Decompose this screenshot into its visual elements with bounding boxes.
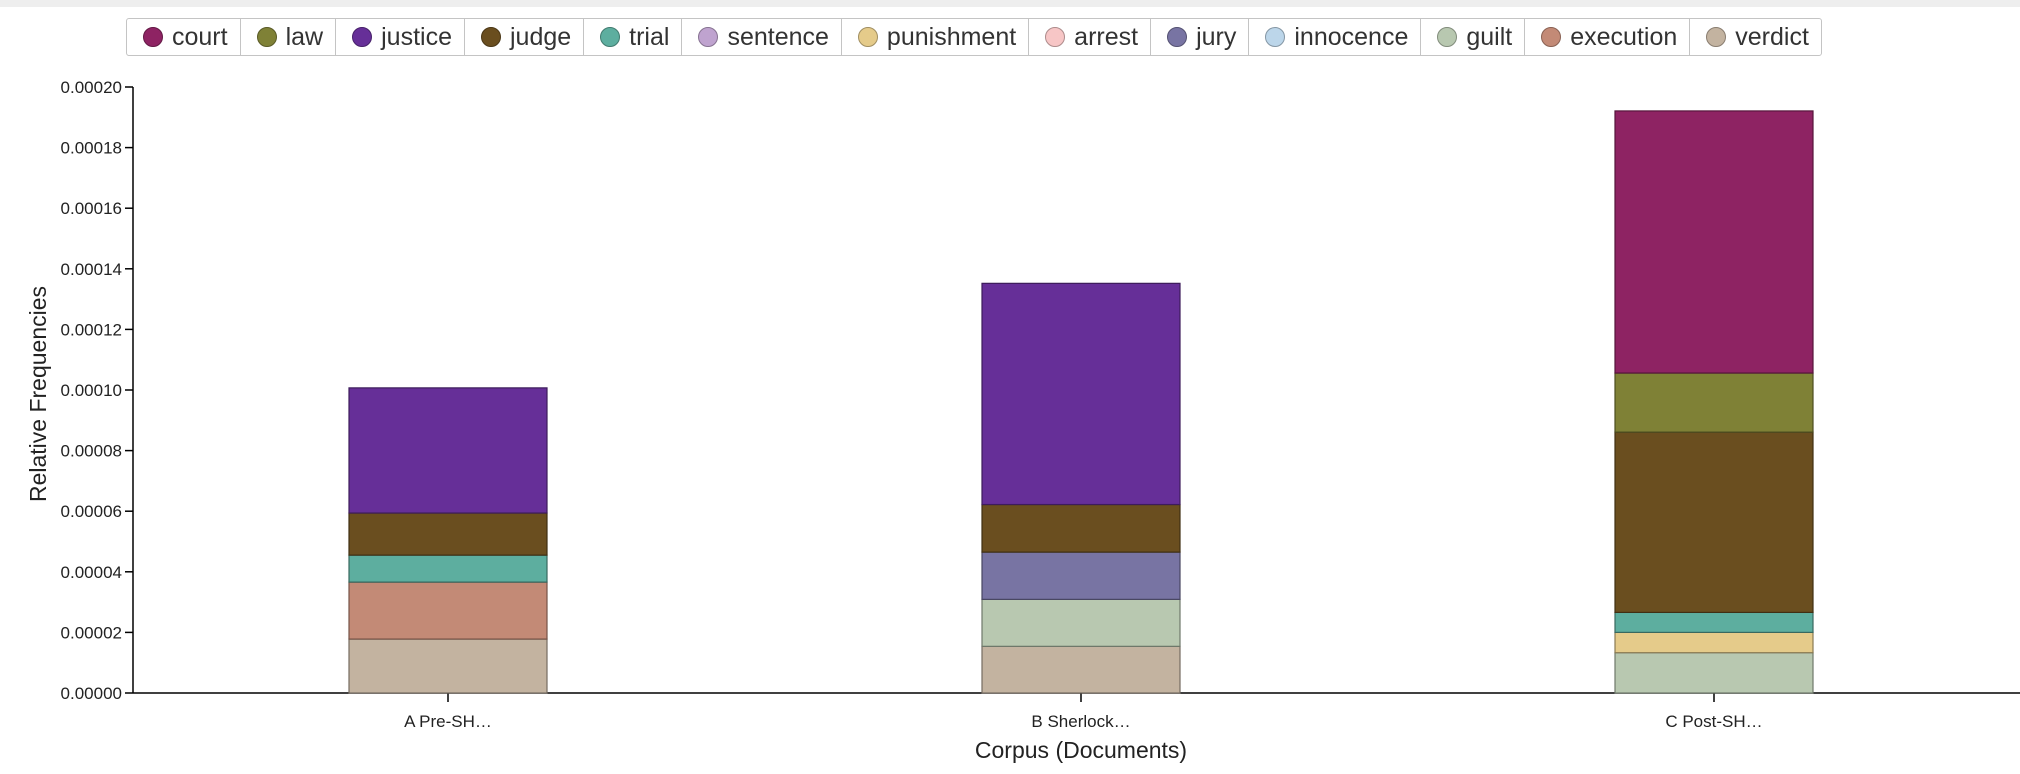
legend-swatch <box>352 27 373 47</box>
legend-item-punishment[interactable]: punishment <box>842 19 1030 55</box>
x-tick-label: B Sherlock… <box>1031 712 1130 731</box>
y-tick-label: 0.00012 <box>61 320 122 339</box>
legend-swatch <box>698 27 719 47</box>
legend-label: law <box>285 22 324 51</box>
legend-item-justice[interactable]: justice <box>336 19 465 55</box>
legend-item-trial[interactable]: trial <box>584 19 683 55</box>
bar-segment-judge[interactable] <box>1614 431 1814 614</box>
legend-label: execution <box>1570 22 1678 51</box>
legend-swatch <box>256 27 277 47</box>
y-axis: 0.00000 0.00002 0.00004 0.00006 0.00008 0.000… <box>61 78 134 703</box>
legend-label: arrest <box>1074 22 1139 51</box>
legend-item-jury[interactable]: jury <box>1151 19 1250 55</box>
y-tick-label: 0.00018 <box>61 139 122 158</box>
bar-segment-judge[interactable] <box>348 512 548 556</box>
legend-swatch <box>1265 27 1286 47</box>
y-axis-title: Relative Frequencies <box>25 286 51 502</box>
legend-swatch <box>600 27 621 47</box>
legend-swatch <box>1045 27 1066 47</box>
bar-segment-jury[interactable] <box>981 551 1181 600</box>
x-axis-title: Corpus (Documents) <box>975 737 1187 763</box>
legend-label: jury <box>1196 22 1237 51</box>
legend-label: court <box>172 22 228 51</box>
bar-segment-justice[interactable] <box>981 282 1181 506</box>
legend-swatch <box>1541 27 1562 47</box>
bar-segment-law[interactable] <box>1614 372 1814 433</box>
bar-segment-judge[interactable] <box>981 503 1181 553</box>
legend-item-law[interactable]: law <box>241 19 337 55</box>
legend-item-verdict[interactable]: verdict <box>1690 19 1821 55</box>
y-tick-label: 0.00006 <box>61 502 122 521</box>
y-tick-label: 0.00002 <box>61 623 122 642</box>
legend-label: verdict <box>1735 22 1809 51</box>
x-tick-label: C Post-SH… <box>1665 712 1762 731</box>
bar-segment-verdict[interactable] <box>981 645 1181 694</box>
y-tick-label: 0.00008 <box>61 442 122 461</box>
y-tick-label: 0.00004 <box>61 563 122 582</box>
legend-item-arrest[interactable]: arrest <box>1029 19 1152 55</box>
legend-label: justice <box>381 22 452 51</box>
bars-group <box>348 110 1814 694</box>
legend-label: trial <box>629 22 670 51</box>
legend-item-execution[interactable]: execution <box>1525 19 1691 55</box>
legend-swatch <box>1437 27 1458 47</box>
top-bar <box>0 0 2020 7</box>
legend-item-innocence[interactable]: innocence <box>1249 19 1422 55</box>
y-tick-label: 0.00010 <box>61 381 122 400</box>
y-tick-label: 0.00014 <box>61 260 122 279</box>
y-tick-label: 0.00020 <box>61 78 122 97</box>
legend-item-sentence[interactable]: sentence <box>682 19 842 55</box>
legend-swatch <box>1706 27 1727 47</box>
legend-label: sentence <box>727 22 829 51</box>
legend-swatch <box>857 27 878 47</box>
legend-label: innocence <box>1294 22 1409 51</box>
bar-segment-punishment[interactable] <box>1614 631 1814 654</box>
chart-legend: court law justice judge trial sentence punishm… <box>126 18 1822 56</box>
y-tick-label: 0.00000 <box>61 684 122 703</box>
legend-swatch <box>480 27 501 47</box>
legend-label: judge <box>509 22 572 51</box>
x-tick-label: A Pre-SH… <box>404 712 492 731</box>
legend-label: punishment <box>886 22 1017 51</box>
bar-segment-trial[interactable] <box>1614 611 1814 633</box>
x-axis: A Pre-SH… B Sherlock… C Post-SH… <box>133 692 2020 731</box>
legend-item-court[interactable]: court <box>127 19 241 55</box>
bar-segment-guilt[interactable] <box>981 598 1181 647</box>
legend-item-guilt[interactable]: guilt <box>1421 19 1526 55</box>
legend-swatch <box>1167 27 1188 47</box>
y-tick-label: 0.00016 <box>61 199 122 218</box>
bar-segment-court[interactable] <box>1614 110 1814 374</box>
bar-segment-verdict[interactable] <box>348 638 548 694</box>
bar-segment-guilt[interactable] <box>1614 652 1814 694</box>
legend-swatch <box>143 27 163 47</box>
bar-segment-justice[interactable] <box>348 387 548 514</box>
legend-label: guilt <box>1466 22 1513 51</box>
legend-item-judge[interactable]: judge <box>465 19 585 55</box>
bar-segment-execution[interactable] <box>348 581 548 640</box>
bar-segment-trial[interactable] <box>348 554 548 583</box>
